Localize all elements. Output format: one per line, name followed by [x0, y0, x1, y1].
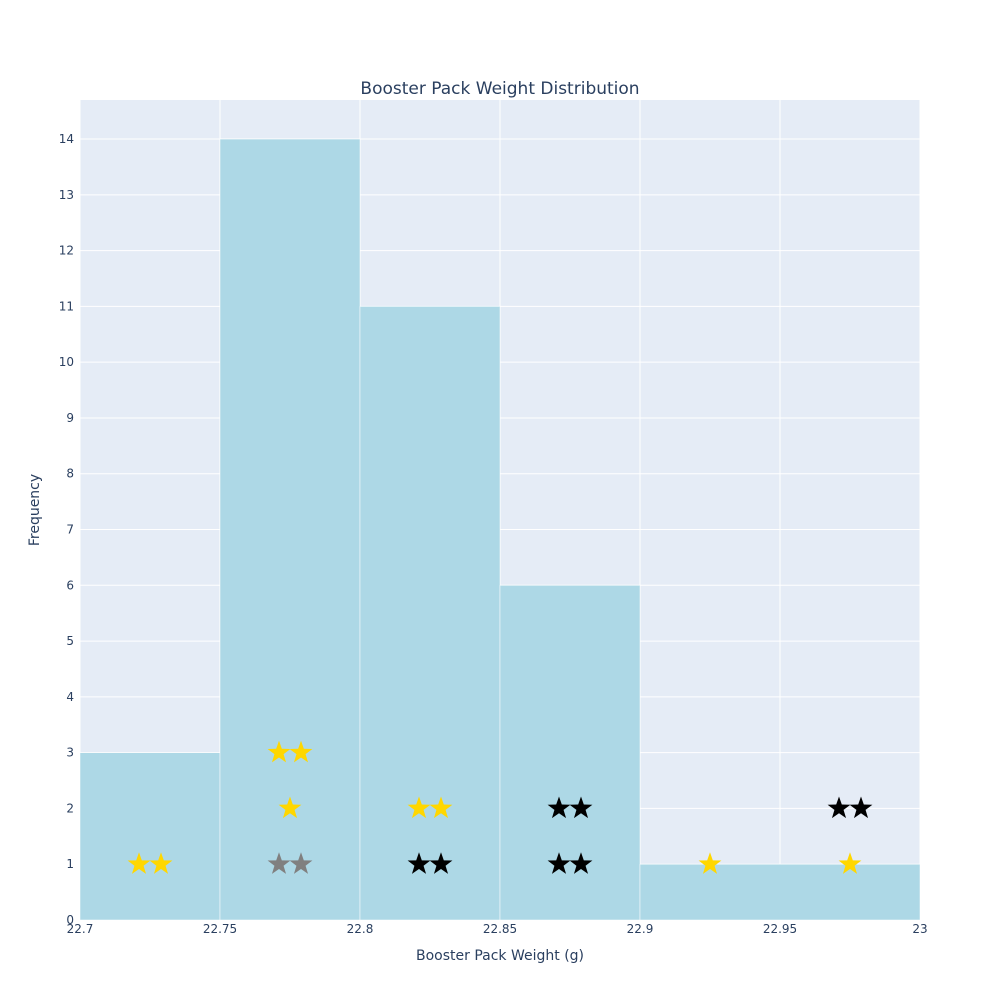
y-tick-label: 2 — [66, 801, 74, 815]
star-marker — [127, 852, 151, 874]
star-marker — [289, 852, 313, 874]
star-marker — [267, 740, 291, 763]
x-tick-label: 22.8 — [347, 922, 374, 936]
y-tick-label: 14 — [59, 132, 74, 146]
x-tick-label: 23 — [912, 922, 927, 936]
star-markers — [127, 740, 873, 874]
star-marker — [278, 796, 302, 819]
x-tick-label: 22.7 — [67, 922, 94, 936]
star-marker — [149, 852, 173, 874]
star-marker — [569, 796, 593, 819]
star-marker — [698, 852, 722, 874]
x-tick-label: 22.95 — [763, 922, 797, 936]
star-marker — [838, 852, 862, 874]
star-marker — [289, 740, 313, 763]
y-tick-label: 7 — [66, 523, 74, 537]
star-marker — [569, 852, 593, 874]
y-tick-label: 6 — [66, 578, 74, 592]
star-marker — [849, 796, 873, 819]
histogram-bar — [499, 585, 641, 921]
y-tick-label: 0 — [66, 913, 74, 927]
histogram-bar — [219, 138, 361, 921]
y-tick-label: 5 — [66, 634, 74, 648]
star-marker — [407, 796, 431, 819]
histogram-bar — [79, 752, 221, 921]
star-marker — [267, 852, 291, 874]
star-marker — [827, 796, 851, 819]
y-tick-label: 4 — [66, 690, 74, 704]
y-tick-label: 1 — [66, 857, 74, 871]
star-marker — [547, 852, 571, 874]
histogram-bar — [639, 863, 921, 921]
x-tick-label: 22.9 — [627, 922, 654, 936]
star-marker — [429, 796, 453, 819]
y-tick-label: 3 — [66, 746, 74, 760]
y-tick-label: 10 — [59, 355, 74, 369]
y-tick-label: 8 — [66, 467, 74, 481]
x-axis-ticks: 22.7 22.75 22.8 22.85 22.9 22.95 23 — [67, 922, 928, 936]
star-marker — [547, 796, 571, 819]
chart-title: Booster Pack Weight Distribution — [360, 79, 639, 99]
y-tick-label: 12 — [59, 244, 74, 258]
star-marker — [429, 852, 453, 874]
bars — [79, 138, 921, 921]
y-axis-title: Frequency — [27, 474, 43, 546]
y-tick-label: 9 — [66, 411, 74, 425]
histogram-bar — [359, 306, 501, 921]
x-tick-label: 22.85 — [483, 922, 517, 936]
star-marker — [407, 852, 431, 874]
y-tick-label: 13 — [59, 188, 74, 202]
y-tick-label: 11 — [59, 299, 74, 313]
x-tick-label: 22.75 — [203, 922, 237, 936]
x-axis-title: Booster Pack Weight (g) — [416, 948, 584, 964]
